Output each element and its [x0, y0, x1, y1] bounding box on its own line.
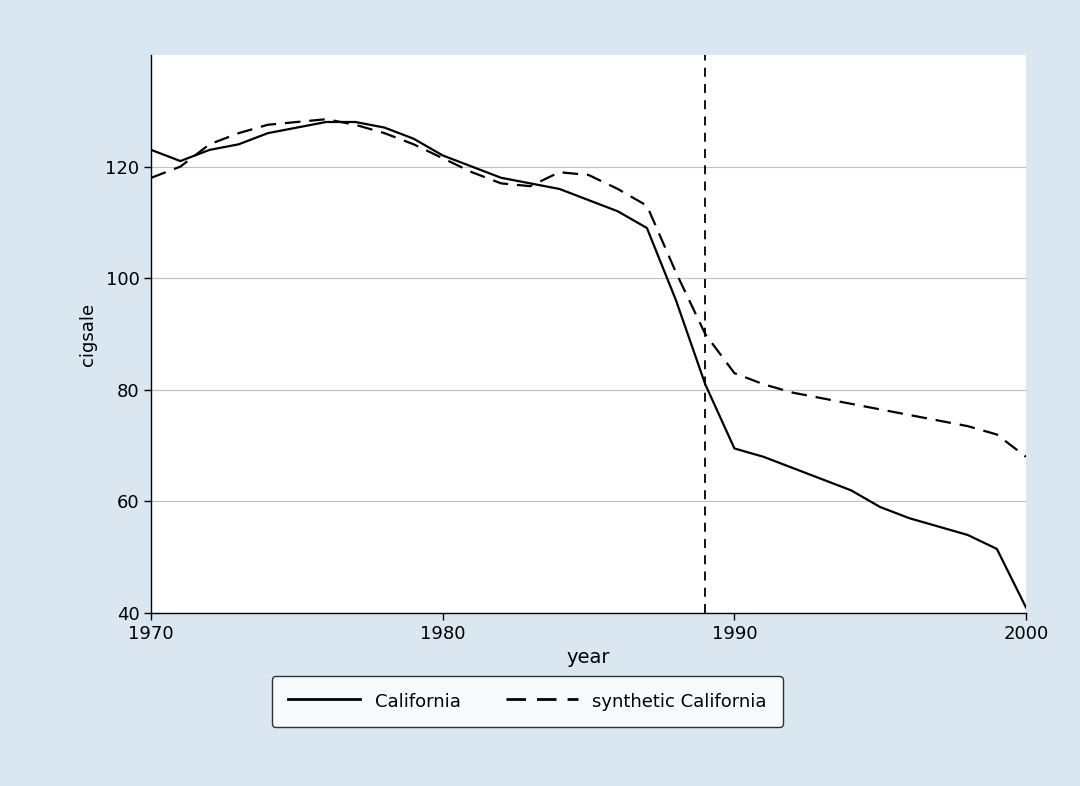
California [261, 128, 274, 138]
synthetic California [757, 380, 770, 389]
California [553, 184, 566, 193]
California [378, 123, 391, 132]
Line: synthetic California: synthetic California [151, 119, 1026, 457]
Y-axis label: cigsale: cigsale [79, 303, 97, 365]
California [349, 117, 362, 127]
California [407, 134, 420, 143]
synthetic California [524, 182, 537, 191]
California [903, 513, 916, 523]
California [611, 207, 624, 216]
synthetic California [670, 268, 683, 277]
California [640, 223, 653, 233]
X-axis label: year: year [567, 648, 610, 667]
Legend: California, synthetic California: California, synthetic California [272, 676, 783, 727]
synthetic California [174, 162, 187, 171]
synthetic California [232, 128, 245, 138]
synthetic California [640, 201, 653, 211]
synthetic California [932, 416, 945, 425]
California [465, 162, 478, 171]
California [524, 178, 537, 188]
synthetic California [874, 405, 887, 414]
California [932, 522, 945, 531]
California [874, 502, 887, 512]
synthetic California [349, 120, 362, 130]
California [320, 117, 333, 127]
California [845, 486, 858, 495]
California [815, 475, 828, 484]
synthetic California [436, 153, 449, 163]
synthetic California [582, 171, 595, 180]
synthetic California [291, 117, 303, 127]
synthetic California [990, 430, 1003, 439]
synthetic California [1020, 452, 1032, 461]
synthetic California [407, 140, 420, 149]
California [786, 463, 799, 472]
California [728, 444, 741, 454]
synthetic California [320, 115, 333, 124]
synthetic California [495, 178, 508, 188]
California [495, 173, 508, 182]
California [145, 145, 158, 155]
California [174, 156, 187, 166]
California [436, 151, 449, 160]
synthetic California [815, 394, 828, 403]
synthetic California [378, 128, 391, 138]
California [582, 196, 595, 205]
California [291, 123, 303, 132]
California [670, 296, 683, 305]
synthetic California [728, 369, 741, 378]
California [699, 380, 712, 389]
synthetic California [961, 421, 974, 431]
California [1020, 603, 1032, 612]
California [203, 145, 216, 155]
Line: California: California [151, 122, 1026, 608]
California [990, 544, 1003, 553]
California [757, 452, 770, 461]
synthetic California [699, 329, 712, 339]
synthetic California [611, 184, 624, 193]
synthetic California [786, 388, 799, 398]
synthetic California [845, 399, 858, 409]
California [232, 140, 245, 149]
synthetic California [261, 120, 274, 130]
synthetic California [553, 167, 566, 177]
California [961, 531, 974, 540]
synthetic California [903, 410, 916, 420]
synthetic California [145, 173, 158, 182]
synthetic California [203, 140, 216, 149]
synthetic California [465, 167, 478, 177]
